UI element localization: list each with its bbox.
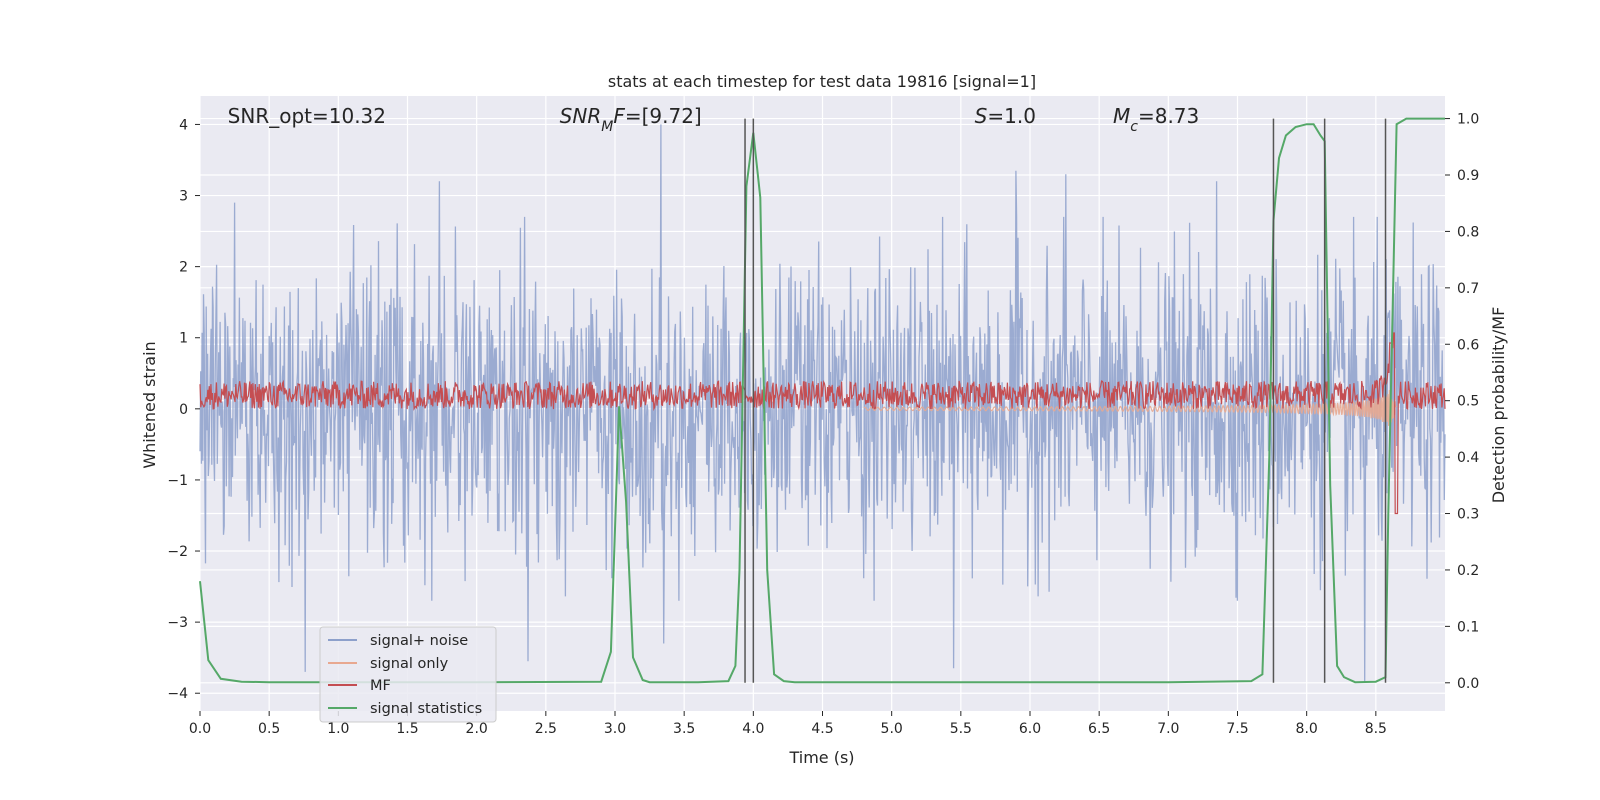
- x-tick-label-3: 1.5: [396, 721, 418, 737]
- x-tick-label-2: 1.0: [327, 721, 349, 737]
- y-left-tick-label-5: 1: [179, 331, 188, 347]
- y-axis-label-left: Whitened strain: [140, 341, 159, 468]
- series-mf: [199, 332, 1446, 515]
- y-right-tick-label-2: 0.2: [1457, 563, 1479, 579]
- x-tick-label-17: 8.5: [1365, 721, 1387, 737]
- annotations: SNR_opt=10.32 SNRMF=[9.72] S=1.0 Mc=8.73: [228, 104, 1200, 135]
- y-right-tick-label-7: 0.7: [1457, 281, 1479, 297]
- annotation-mc-value: Mc=8.73: [1113, 104, 1199, 135]
- x-tick-label-5: 2.5: [535, 721, 557, 737]
- y-left-tick-label-8: 4: [179, 117, 188, 133]
- x-tick-label-1: 0.5: [258, 721, 280, 737]
- y-right-tick-label-8: 0.8: [1457, 224, 1479, 240]
- x-tick-label-15: 7.5: [1226, 721, 1248, 737]
- x-tick-label-10: 5.0: [881, 721, 903, 737]
- y-left-tick-label-0: −4: [167, 686, 188, 702]
- annotation-s-value: S=1.0: [975, 104, 1036, 128]
- legend-label-mf: MF: [370, 678, 391, 694]
- legend-label-signal-statistics: signal statistics: [370, 701, 482, 717]
- series-signal-noise: [199, 124, 1446, 683]
- axes: 0.0 0.5 1.0 1.5 2.0 2.5 3.0 3.5 4.0 4.5 5.0 5.5 6.0 6…: [167, 112, 1479, 737]
- x-tick-label-8: 4.0: [742, 721, 764, 737]
- vertical-markers: [744, 118, 1387, 683]
- series-layer: [199, 117, 1446, 684]
- y-left-tick-label-3: −1: [167, 473, 188, 489]
- y-left-tick-label-6: 2: [179, 260, 188, 276]
- x-tick-label-11: 5.5: [950, 721, 972, 737]
- x-tick-label-4: 2.0: [466, 721, 488, 737]
- y-right-tick-label-0: 0.0: [1457, 676, 1479, 692]
- x-tick-label-6: 3.0: [604, 721, 626, 737]
- x-axis-label: Time (s): [788, 748, 854, 767]
- x-tick-label-12: 6.0: [1019, 721, 1041, 737]
- y-right-tick-label-3: 0.3: [1457, 507, 1479, 523]
- x-tick-label-7: 3.5: [673, 721, 695, 737]
- legend-label-signal-only: signal only: [370, 656, 449, 672]
- y-left-tick-label-7: 3: [179, 189, 188, 205]
- y-right-tick-label-1: 0.1: [1457, 619, 1479, 635]
- y-right-tick-label-4: 0.4: [1457, 450, 1479, 466]
- y-right-tick-label-6: 0.6: [1457, 337, 1479, 353]
- x-tick-label-9: 4.5: [811, 721, 833, 737]
- y-left-tick-label-4: 0: [179, 402, 188, 418]
- legend-box: [319, 626, 497, 723]
- y-right-tick-label-5: 0.5: [1457, 394, 1479, 410]
- y-right-tick-label-10: 1.0: [1457, 112, 1479, 128]
- chart-title: stats at each timestep for test data 198…: [608, 72, 1036, 91]
- legend-label-signal-noise: signal+ noise: [370, 633, 468, 649]
- annotation-snr-opt: SNR_opt=10.32: [228, 104, 386, 128]
- x-tick-label-16: 8.0: [1296, 721, 1318, 737]
- y-axis-label-right: Detection probability/MF: [1489, 307, 1508, 504]
- legend: signal+ noise signal only MF signal stat…: [319, 626, 497, 723]
- annotation-snr-mf: SNRMF=[9.72]: [560, 104, 702, 135]
- series-signal-statistics: [199, 117, 1445, 684]
- x-tick-label-0: 0.0: [189, 721, 211, 737]
- y-left-tick-label-1: −3: [167, 615, 188, 631]
- x-tick-label-14: 7.0: [1157, 721, 1179, 737]
- x-tick-label-13: 6.5: [1088, 721, 1110, 737]
- y-right-tick-label-9: 0.9: [1457, 168, 1479, 184]
- y-left-tick-label-2: −2: [167, 544, 188, 560]
